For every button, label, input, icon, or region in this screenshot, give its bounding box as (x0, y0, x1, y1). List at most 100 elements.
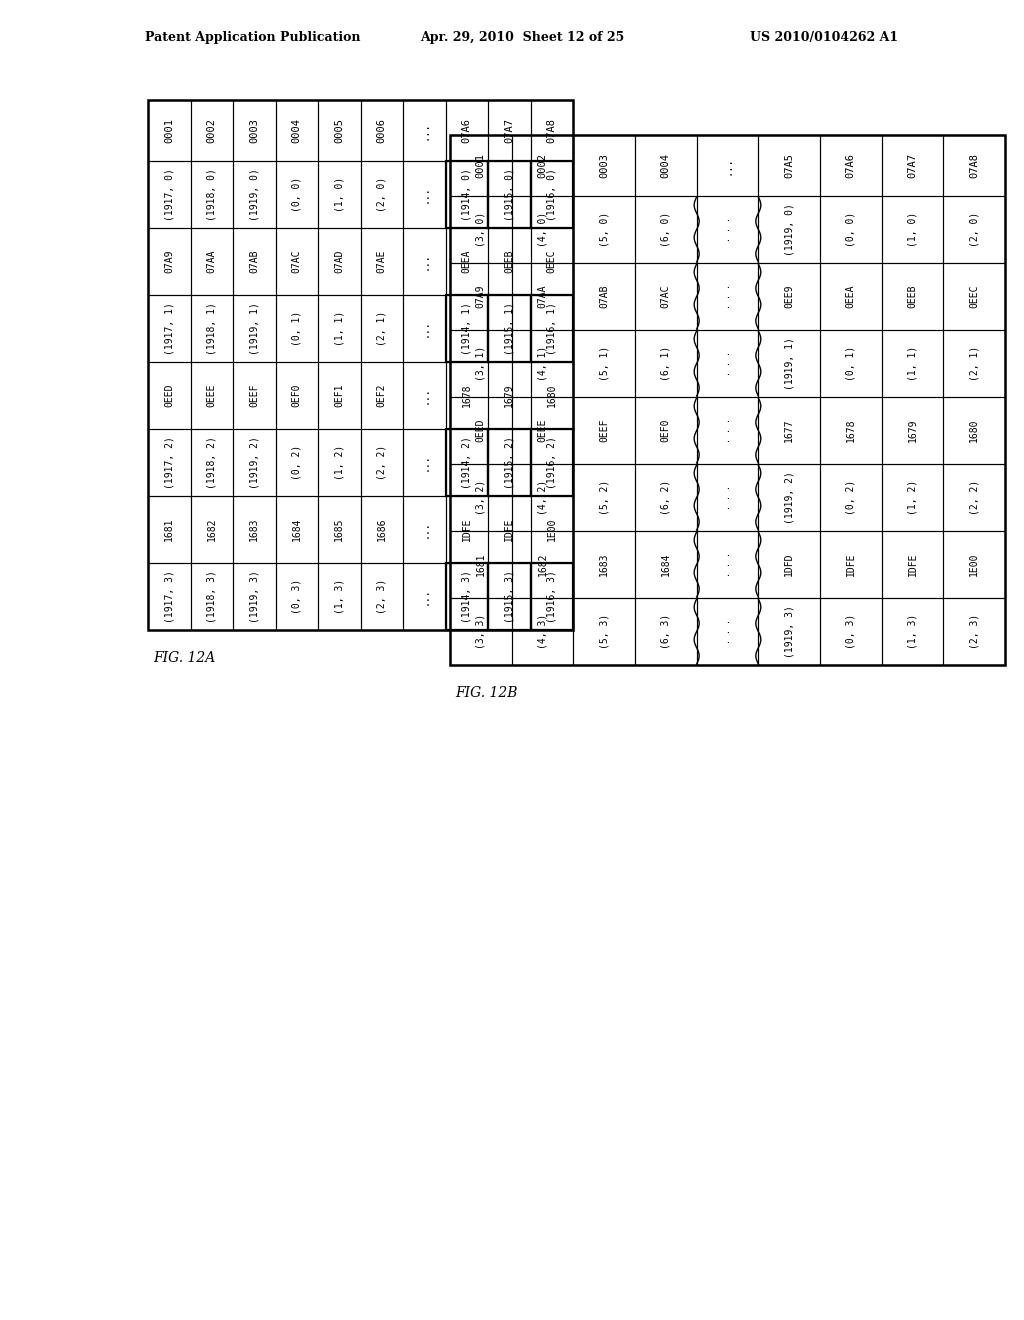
Bar (488, 496, 530, 564)
Bar (696, 531, 759, 598)
Text: (1914, 0): (1914, 0) (462, 168, 472, 220)
Text: (1, 3): (1, 3) (907, 614, 918, 649)
Text: (1919, 3): (1919, 3) (249, 570, 259, 623)
Text: (6, 3): (6, 3) (660, 614, 671, 649)
Text: 1683: 1683 (599, 553, 609, 577)
Text: . . .: . . . (723, 484, 732, 510)
Bar (530, 362, 573, 429)
Text: (6, 2): (6, 2) (660, 480, 671, 515)
Bar (573, 135, 635, 195)
Bar (882, 463, 943, 531)
Bar (512, 463, 573, 531)
Text: 0EF1: 0EF1 (334, 384, 344, 408)
Text: FIG. 12B: FIG. 12B (455, 686, 517, 700)
Bar (275, 429, 318, 496)
Text: (4, 0): (4, 0) (538, 211, 548, 247)
Bar (148, 161, 190, 228)
Bar (148, 100, 573, 630)
Text: ...: ... (419, 121, 429, 140)
Text: (0, 1): (0, 1) (292, 310, 302, 346)
Bar (360, 496, 403, 564)
Text: 1DFD: 1DFD (784, 553, 795, 577)
Text: US 2010/0104262 A1: US 2010/0104262 A1 (750, 32, 898, 45)
Text: (1916, 1): (1916, 1) (547, 302, 557, 355)
Text: 0001: 0001 (164, 117, 174, 143)
Text: (1, 2): (1, 2) (334, 445, 344, 480)
Bar (275, 294, 318, 362)
Bar (190, 294, 233, 362)
Bar (512, 598, 573, 665)
Text: IDFE: IDFE (504, 517, 514, 541)
Bar (190, 362, 233, 429)
Text: (2, 3): (2, 3) (969, 614, 979, 649)
Text: (2, 1): (2, 1) (969, 346, 979, 381)
Bar (759, 330, 820, 397)
Bar (403, 228, 445, 294)
Bar (530, 496, 573, 564)
Bar (450, 531, 512, 598)
Text: (0, 0): (0, 0) (292, 177, 302, 213)
Text: 1680: 1680 (969, 418, 979, 442)
Bar (820, 531, 882, 598)
Bar (530, 429, 573, 496)
Bar (530, 564, 573, 630)
Bar (530, 294, 573, 362)
Text: 0003: 0003 (599, 153, 609, 178)
Text: 0EEB: 0EEB (907, 285, 918, 308)
Bar (318, 564, 360, 630)
Text: 0EEC: 0EEC (547, 249, 557, 273)
Text: (4, 2): (4, 2) (538, 480, 548, 515)
Text: (1915, 0): (1915, 0) (504, 168, 514, 220)
Bar (403, 362, 445, 429)
Text: 0EED: 0EED (164, 384, 174, 408)
Text: IDFE: IDFE (462, 517, 472, 541)
Text: (1916, 2): (1916, 2) (547, 436, 557, 488)
Text: 1678: 1678 (846, 418, 856, 442)
Text: (2, 2): (2, 2) (969, 480, 979, 515)
Bar (573, 397, 635, 463)
Bar (233, 429, 275, 496)
Bar (488, 294, 530, 362)
Text: (3, 0): (3, 0) (476, 211, 485, 247)
Text: 0EEB: 0EEB (504, 249, 514, 273)
Text: (1915, 1): (1915, 1) (504, 302, 514, 355)
Text: 0EEA: 0EEA (846, 285, 856, 308)
Text: 0EEE: 0EEE (538, 418, 548, 442)
Text: 0EF0: 0EF0 (660, 418, 671, 442)
Text: (5, 2): (5, 2) (599, 480, 609, 515)
Text: (2, 0): (2, 0) (969, 211, 979, 247)
Text: . . .: . . . (723, 216, 732, 242)
Bar (445, 294, 488, 362)
Bar (445, 362, 488, 429)
Bar (488, 362, 530, 429)
Bar (233, 496, 275, 564)
Bar (488, 161, 530, 228)
Bar (943, 397, 1005, 463)
Text: Apr. 29, 2010  Sheet 12 of 25: Apr. 29, 2010 Sheet 12 of 25 (420, 32, 625, 45)
Text: 07A9: 07A9 (164, 249, 174, 273)
Text: 0002: 0002 (538, 153, 548, 178)
Text: 1677: 1677 (784, 418, 795, 442)
Text: ...: ... (419, 520, 429, 539)
Bar (450, 598, 512, 665)
Bar (635, 330, 696, 397)
Bar (943, 463, 1005, 531)
Bar (635, 263, 696, 330)
Bar (445, 228, 488, 294)
Bar (190, 228, 233, 294)
Bar (882, 397, 943, 463)
Text: (1, 0): (1, 0) (334, 177, 344, 213)
Bar (943, 598, 1005, 665)
Text: (2, 1): (2, 1) (377, 310, 387, 346)
Bar (573, 263, 635, 330)
Text: 07AA: 07AA (538, 285, 548, 308)
Text: (5, 0): (5, 0) (599, 211, 609, 247)
Bar (635, 397, 696, 463)
Bar (318, 429, 360, 496)
Text: (1914, 1): (1914, 1) (462, 302, 472, 355)
Bar (233, 362, 275, 429)
Text: 1684: 1684 (660, 553, 671, 577)
Text: 07AC: 07AC (292, 249, 302, 273)
Text: 0003: 0003 (249, 117, 259, 143)
Text: 07A7: 07A7 (504, 117, 514, 143)
